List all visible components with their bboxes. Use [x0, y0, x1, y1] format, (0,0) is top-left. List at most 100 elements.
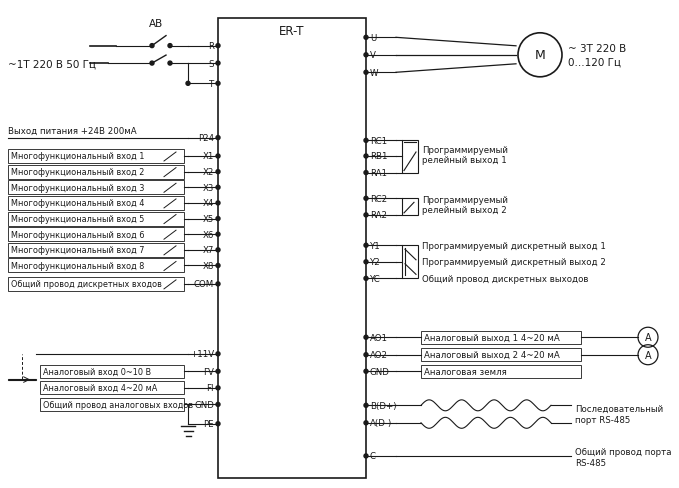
Circle shape [216, 403, 220, 407]
Text: Программируемый дискретный выход 1: Программируемый дискретный выход 1 [422, 241, 606, 250]
Circle shape [364, 369, 368, 373]
Circle shape [364, 213, 368, 218]
Text: Многофункциональный вход 8: Многофункциональный вход 8 [11, 262, 145, 270]
Text: Многофункциональный вход 3: Многофункциональный вход 3 [11, 183, 145, 192]
Circle shape [364, 36, 368, 40]
Bar [421, 348, 581, 362]
Text: S: S [208, 60, 214, 68]
Text: R: R [208, 42, 214, 51]
Text: ~ 3Τ 220 В: ~ 3Τ 220 В [568, 44, 626, 54]
Circle shape [364, 171, 368, 175]
Text: X4: X4 [202, 199, 214, 208]
Circle shape [364, 454, 368, 458]
Circle shape [364, 336, 368, 340]
Circle shape [364, 71, 368, 75]
Text: RA2: RA2 [370, 211, 387, 220]
Circle shape [364, 155, 368, 159]
Bar [421, 331, 581, 344]
Text: RC1: RC1 [370, 137, 387, 145]
Circle shape [216, 136, 220, 141]
Circle shape [216, 202, 220, 205]
Circle shape [186, 82, 190, 86]
Bar [402, 199, 418, 215]
Text: Выход питания +24В 200мА: Выход питания +24В 200мА [8, 126, 136, 135]
Bar [402, 141, 418, 173]
Text: X7: X7 [202, 246, 214, 255]
Text: Многофункциональный вход 7: Многофункциональный вход 7 [11, 246, 145, 255]
Circle shape [364, 260, 368, 264]
Circle shape [216, 352, 220, 356]
Circle shape [364, 353, 368, 357]
Text: W: W [370, 69, 378, 78]
Circle shape [216, 248, 220, 252]
Circle shape [168, 62, 172, 66]
Text: Программируемый
релейный выход 2: Программируемый релейный выход 2 [422, 196, 508, 215]
Circle shape [216, 155, 220, 159]
Text: Многофункциональный вход 4: Многофункциональный вход 4 [11, 199, 145, 208]
Text: +11V: +11V [190, 349, 214, 359]
Text: Программируемый
релейный выход 1: Программируемый релейный выход 1 [422, 145, 508, 165]
Text: RB1: RB1 [370, 152, 388, 161]
Bar [8, 379, 36, 381]
Text: Многофункциональный вход 1: Многофункциональный вход 1 [11, 152, 145, 161]
Text: COM: COM [194, 280, 214, 289]
Text: AO1: AO1 [370, 333, 388, 342]
Circle shape [150, 62, 154, 66]
Text: GND: GND [194, 400, 214, 409]
Bar [8, 244, 184, 257]
Bar [218, 19, 366, 478]
Circle shape [364, 54, 368, 58]
Circle shape [364, 404, 368, 407]
Text: AO2: AO2 [370, 350, 388, 360]
Bar [8, 197, 184, 210]
Circle shape [364, 421, 368, 425]
Circle shape [216, 44, 220, 48]
Circle shape [216, 233, 220, 237]
Text: X8: X8 [202, 262, 214, 270]
Bar [40, 365, 184, 378]
Bar [8, 259, 184, 273]
Circle shape [216, 170, 220, 174]
Circle shape [216, 386, 220, 390]
Circle shape [216, 282, 220, 286]
Bar [40, 398, 184, 411]
Circle shape [216, 264, 220, 268]
Text: Последовательный
порт RS-485: Последовательный порт RS-485 [575, 405, 663, 424]
Text: Аналоговый выход 2 4~20 мА: Аналоговый выход 2 4~20 мА [424, 350, 559, 360]
Text: FV: FV [203, 367, 214, 376]
Circle shape [216, 422, 220, 426]
Text: Многофункциональный вход 6: Многофункциональный вход 6 [11, 230, 145, 239]
Text: АВ: АВ [149, 19, 163, 28]
Bar [8, 181, 184, 195]
Text: U: U [370, 34, 376, 43]
Circle shape [150, 44, 154, 48]
Text: Аналоговый выход 1 4~20 мА: Аналоговый выход 1 4~20 мА [424, 333, 559, 342]
Text: ~1Τ 220 В 50 Гц: ~1Τ 220 В 50 Гц [8, 59, 96, 69]
Bar [402, 246, 418, 279]
Text: RC2: RC2 [370, 194, 387, 203]
Text: Многофункциональный вход 2: Многофункциональный вход 2 [11, 168, 145, 177]
Text: Общий провод порта
RS-485: Общий провод порта RS-485 [575, 447, 672, 467]
Circle shape [216, 369, 220, 373]
Text: A(D-): A(D-) [370, 418, 392, 427]
Bar [8, 228, 184, 242]
Text: T: T [208, 80, 214, 89]
Circle shape [216, 186, 220, 190]
Text: X2: X2 [202, 168, 214, 177]
Circle shape [364, 244, 368, 248]
Circle shape [216, 82, 220, 86]
Bar [40, 382, 184, 394]
Text: Y1: Y1 [370, 241, 381, 250]
Text: Y2: Y2 [370, 258, 381, 267]
Text: Аналоговый вход 0~10 В: Аналоговый вход 0~10 В [43, 367, 151, 376]
Text: 0...120 Гц: 0...120 Гц [568, 58, 621, 68]
Text: RA1: RA1 [370, 169, 387, 178]
Text: А: А [644, 332, 651, 343]
Circle shape [216, 217, 220, 221]
Text: X5: X5 [202, 215, 214, 224]
Circle shape [168, 44, 172, 48]
Bar [8, 165, 184, 179]
Text: P24: P24 [198, 134, 214, 143]
Bar [8, 150, 184, 163]
Text: Многофункциональный вход 5: Многофункциональный вход 5 [11, 215, 145, 224]
